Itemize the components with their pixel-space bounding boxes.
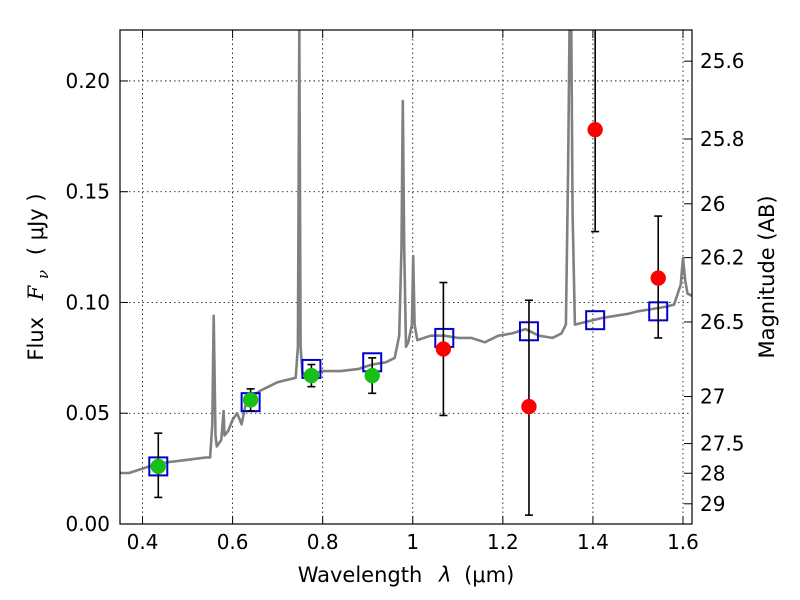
magnitude-tick-label: 27 [700, 385, 725, 409]
x-tick-label: 0.6 [217, 530, 249, 554]
x-tick-label: 1 [406, 530, 419, 554]
red-point-marker [587, 121, 603, 138]
tick-marks: 0.4 0.6 0.8 1 1.2 1.4 1.6 0.00 0.05 0.10 0.15 0.20 2… [65, 30, 745, 554]
magnitude-tick-label: 26 [700, 192, 725, 216]
red-point-marker [521, 398, 537, 415]
y-axis-label-unit: ( μJy ) [24, 193, 48, 255]
magnitude-tick-label: 29 [700, 492, 725, 516]
y-tick-label: 0.20 [65, 69, 110, 93]
x-tick-label: 0.8 [307, 530, 339, 554]
green-point-marker [150, 458, 167, 475]
errorbar-series [154, 30, 663, 516]
x-axis-label: Wavelength λ (μm) [298, 563, 515, 587]
magnitude-tick-label: 27.5 [700, 432, 745, 456]
y-axis-label-symbol: F [24, 284, 48, 301]
y-tick-label: 0.15 [65, 180, 110, 204]
x-axis-label-unit: (μm) [464, 563, 514, 587]
magnitude-tick-label: 26.2 [700, 246, 745, 270]
x-axis-label-text: Wavelength [298, 563, 423, 587]
magnitude-tick-label: 25.8 [700, 127, 745, 151]
plot-frame [119, 29, 693, 525]
photometry-point-series [150, 121, 666, 475]
red-point-marker [650, 270, 666, 286]
x-tick-label: 0.4 [127, 530, 159, 554]
y-tick-label: 0.00 [65, 512, 110, 536]
spectrum-series [120, 30, 692, 475]
magnitude-tick-label: 28 [700, 461, 725, 485]
magnitude-axis-label: Magnitude (AB) [755, 195, 779, 358]
y-tick-label: 0.05 [65, 401, 110, 425]
y-axis-label-subscript: ν [34, 270, 52, 279]
model-square-marker [585, 310, 606, 331]
y-axis-label-text: Flux [24, 317, 48, 361]
spectrum-line [120, 30, 692, 475]
x-axis-label-symbol: λ [438, 563, 451, 587]
magnitude-tick-label: 26.5 [700, 310, 745, 334]
x-tick-label: 1.2 [487, 530, 519, 554]
green-point-marker [242, 392, 259, 408]
magnitude-tick-label: 25.6 [700, 49, 745, 73]
green-point-marker [303, 367, 320, 384]
model-square-series [148, 301, 669, 477]
red-point-marker [435, 341, 452, 357]
y-axis-label: Flux F ν ( μJy ) [24, 193, 53, 360]
x-tick-label: 1.6 [667, 530, 699, 554]
green-point-marker [364, 367, 380, 384]
x-tick-label: 1.4 [577, 530, 609, 554]
y-tick-label: 0.10 [65, 290, 110, 314]
